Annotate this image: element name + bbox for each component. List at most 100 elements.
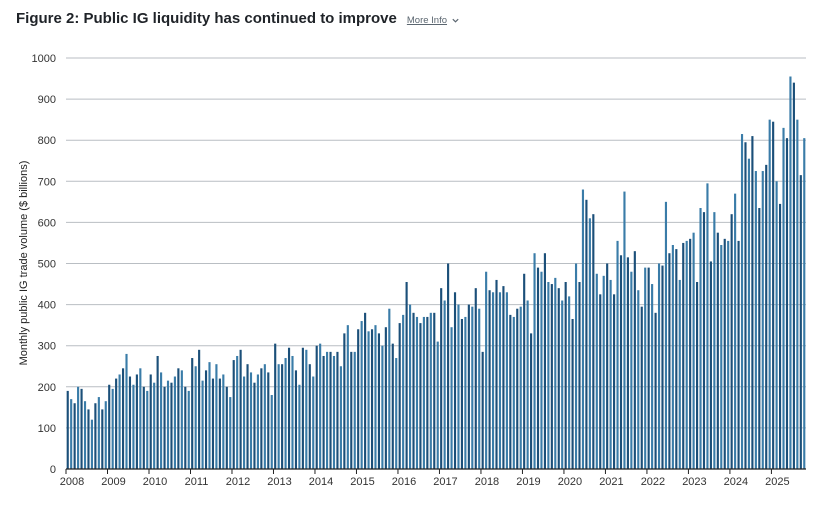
y-axis-label: Monthly public IG trade volume ($ billio…	[18, 161, 30, 366]
bar-2015-10	[388, 308, 391, 469]
bar-2019-03	[530, 333, 533, 469]
bar-2025-04	[782, 127, 785, 470]
bar-2024-06	[747, 158, 751, 469]
x-tick-label: 2012	[226, 476, 250, 488]
bar-2019-10	[554, 277, 557, 469]
bar-2013-06	[291, 355, 294, 469]
bar-2016-12	[436, 341, 439, 469]
bar-2021-04	[616, 240, 619, 469]
bar-2020-03	[571, 318, 574, 469]
bar-2008-12	[104, 401, 107, 469]
bar-2019-05	[536, 267, 540, 469]
bar-2021-08	[630, 271, 633, 469]
bar-2023-09	[716, 232, 719, 469]
bar-2016-05	[412, 312, 415, 469]
bar-2009-09	[135, 374, 138, 469]
y-tick-label: 100	[38, 423, 56, 435]
y-tick-label: 400	[38, 300, 56, 312]
bar-2017-03	[447, 263, 450, 469]
bar-2008-11	[101, 409, 104, 469]
bar-2014-04	[326, 351, 329, 469]
bar-2025-08	[796, 119, 799, 470]
bar-2024-01	[730, 214, 733, 469]
y-tick-label: 0	[50, 464, 56, 476]
bar-2023-03	[696, 282, 699, 469]
bar-2020-02	[568, 296, 571, 469]
bar-2010-06	[166, 380, 170, 469]
bar-2019-04	[533, 253, 536, 469]
bar-2013-11	[308, 364, 311, 469]
bar-2023-01	[689, 238, 692, 469]
bar-2021-12	[644, 267, 647, 469]
x-tick-label: 2008	[60, 476, 84, 488]
grid-lines	[66, 57, 806, 429]
bar-2008-05	[80, 388, 83, 469]
bar-2013-09	[301, 347, 304, 469]
bar-2017-07	[460, 318, 463, 469]
bar-2020-10	[595, 273, 598, 469]
bar-2023-12	[727, 240, 730, 469]
bar-2015-02	[360, 321, 363, 469]
bar-2022-08	[671, 245, 674, 469]
bar-2024-10	[761, 171, 764, 469]
bar-2016-11	[433, 312, 436, 469]
bar-2013-02	[277, 364, 280, 469]
bar-2012-05	[246, 364, 249, 469]
bar-2016-04	[408, 304, 412, 469]
bar-2017-10	[471, 306, 474, 469]
bar-2015-08	[381, 345, 384, 469]
bar-2010-02	[153, 382, 156, 469]
bar-2012-03	[239, 349, 242, 469]
bar-2012-06	[249, 372, 253, 469]
bar-2013-10	[305, 349, 308, 469]
bar-2018-07	[502, 286, 505, 469]
bar-2021-02	[609, 279, 612, 469]
bar-2012-02	[236, 355, 239, 469]
bar-2019-06	[540, 271, 543, 469]
bar-2019-11	[557, 288, 560, 469]
bar-2024-07	[751, 136, 754, 469]
bar-2014-03	[322, 355, 325, 469]
x-tick-label: 2017	[433, 476, 457, 488]
y-tick-label: 900	[38, 94, 56, 106]
bar-2009-01	[108, 384, 111, 469]
bar-2023-05	[702, 212, 706, 470]
chevron-down-icon	[452, 18, 459, 23]
bar-2022-10	[678, 279, 681, 469]
bar-2015-04	[367, 331, 370, 469]
bar-2025-01	[772, 121, 775, 469]
more-info-link[interactable]: More Info	[407, 15, 460, 26]
bar-2019-09	[550, 284, 553, 469]
bar-2019-07	[543, 253, 546, 469]
bar-2016-06	[415, 316, 419, 469]
bar-2009-10	[139, 368, 142, 469]
bar-2008-06	[83, 401, 87, 469]
bar-2010-10	[180, 370, 183, 469]
bar-2023-02	[692, 232, 695, 469]
bar-2010-05	[163, 386, 166, 469]
bar-2014-01	[315, 345, 318, 469]
bars	[66, 76, 806, 470]
bar-2011-06	[208, 362, 211, 469]
x-tick-label: 2016	[392, 476, 416, 488]
bar-2014-10	[346, 325, 349, 469]
bar-2021-05	[619, 255, 623, 469]
bar-2009-02	[111, 388, 114, 469]
bar-2022-11	[682, 242, 685, 469]
bar-2017-08	[464, 316, 467, 469]
bar-2016-02	[402, 314, 405, 470]
bar-2010-07	[170, 382, 173, 469]
bar-2020-09	[592, 214, 595, 469]
bar-2022-01	[647, 267, 650, 469]
bar-2025-02	[775, 181, 778, 470]
bar-2025-05	[785, 138, 789, 469]
bar-2011-05	[204, 370, 208, 469]
bar-2018-09	[509, 314, 512, 470]
bar-2018-08	[505, 292, 508, 469]
bar-2014-07	[336, 351, 339, 469]
y-tick-label: 200	[38, 382, 56, 394]
bar-2014-08	[339, 366, 342, 469]
bar-2013-05	[287, 347, 291, 469]
x-tick-label: 2024	[724, 476, 748, 488]
bar-2023-08	[713, 212, 716, 470]
